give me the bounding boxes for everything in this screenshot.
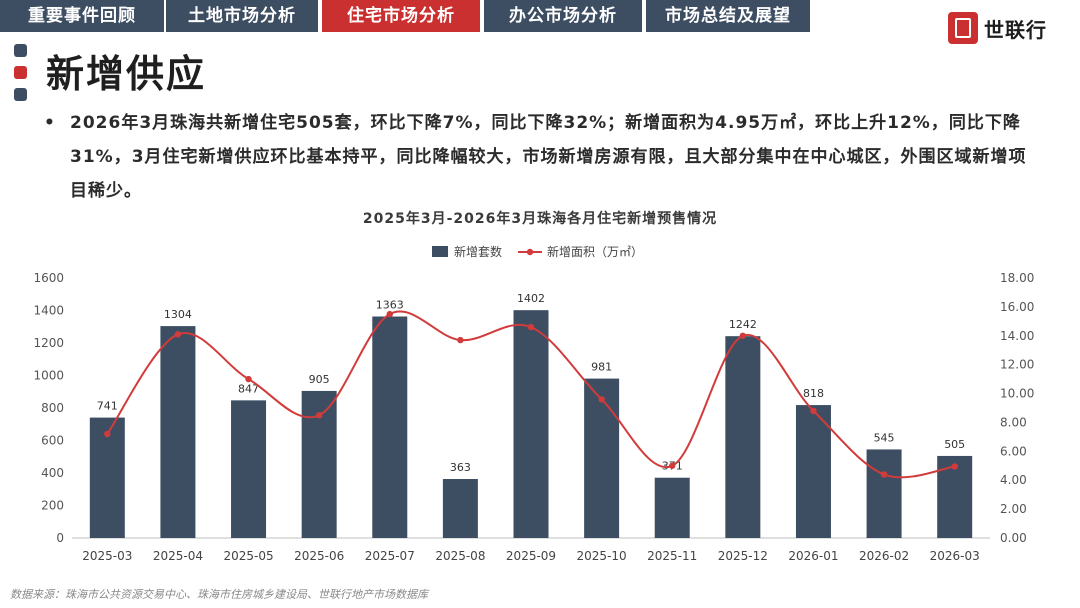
bar-value-label: 1304 (164, 308, 192, 321)
y-left-tick-label: 800 (41, 401, 64, 415)
line-point (527, 323, 535, 331)
brand-logo: 世联行 (948, 10, 1047, 46)
y-right-tick-label: 8.00 (1000, 415, 1027, 429)
x-tick-label: 2025-06 (294, 549, 344, 563)
bar (866, 449, 902, 538)
line-point (104, 430, 111, 438)
y-left-tick-label: 0 (56, 531, 64, 545)
x-tick-label: 2026-01 (788, 549, 838, 563)
bar-value-label: 905 (309, 373, 330, 386)
line-point (245, 375, 252, 383)
y-right-tick-label: 0.00 (1000, 531, 1027, 545)
tab-residential-market[interactable]: 住宅市场分析 (322, 0, 480, 32)
bar-value-label: 741 (97, 400, 118, 413)
page-title: 新增供应 (46, 52, 207, 96)
bar-value-label: 505 (944, 438, 965, 451)
bar-value-label: 981 (591, 361, 612, 374)
x-tick-label: 2025-10 (577, 549, 627, 563)
y-left-tick-label: 600 (41, 434, 64, 448)
bar (725, 336, 761, 538)
line-point (880, 471, 888, 478)
x-tick-label: 2026-03 (930, 549, 980, 563)
y-left-tick-label: 1000 (33, 369, 64, 383)
tab-events[interactable]: 重要事件回顾 (0, 0, 164, 32)
line-point (810, 407, 817, 415)
x-tick-label: 2025-04 (153, 549, 203, 563)
line-point (739, 332, 747, 339)
tab-land-market[interactable]: 土地市场分析 (166, 0, 318, 32)
line-point (951, 463, 958, 470)
y-right-tick-label: 6.00 (1000, 444, 1027, 458)
line-point (315, 412, 323, 419)
decor-square-icon (14, 66, 27, 79)
y-right-tick-label: 12.00 (1000, 358, 1034, 372)
legend-bar-label: 新增套数 (454, 244, 502, 259)
bar (513, 310, 549, 538)
tab-summary-outlook[interactable]: 市场总结及展望 (646, 0, 810, 32)
brand-name: 世联行 (984, 17, 1047, 42)
x-tick-label: 2025-11 (647, 549, 697, 563)
y-left-tick-label: 1200 (33, 336, 64, 350)
logo-icon (948, 12, 978, 44)
bar (231, 400, 267, 538)
tab-office-market[interactable]: 办公市场分析 (484, 0, 642, 32)
legend-line-marker (526, 248, 534, 256)
supply-chart: 0 200 400 600 800 1000 1200 1400 1600 0.00 2.00 4.0… (33, 244, 1034, 563)
x-tick-label: 2026-02 (859, 549, 909, 563)
bar-value-label: 847 (238, 382, 259, 395)
x-tick-label: 2025-08 (435, 549, 485, 563)
bar (584, 378, 620, 538)
bar (795, 405, 831, 538)
y-left-tick-label: 200 (41, 499, 64, 513)
bar (442, 479, 478, 538)
x-tick-label: 2025-12 (718, 549, 768, 563)
x-tick-label: 2025-03 (82, 549, 132, 563)
x-tick-label: 2025-05 (223, 549, 273, 563)
y-left-tick-label: 1400 (33, 304, 64, 318)
legend-bar-swatch (432, 246, 448, 257)
x-tick-label: 2025-09 (506, 549, 556, 563)
y-right-tick-label: 10.00 (1000, 387, 1034, 401)
bar (372, 316, 408, 538)
bar (89, 417, 125, 538)
line-point (457, 336, 464, 344)
bar (654, 477, 690, 538)
bar-value-label: 363 (450, 461, 471, 474)
chart-title: 2025年3月-2026年3月珠海各月住宅新增预售情况 (362, 211, 718, 227)
source-note: 数据来源：珠海市公共资源交易中心、珠海市住房城乡建设局、世联行地产市场数据库 (10, 588, 428, 601)
summary-text: 2026年3月珠海共新增住宅505套，环比下降7%，同比下降32%；新增面积为4… (70, 113, 1027, 201)
top-navigation: 重要事件回顾 土地市场分析 住宅市场分析 办公市场分析 市场总结及展望 (0, 0, 1080, 34)
y-right-tick-label: 14.00 (1000, 329, 1034, 343)
line-point (669, 462, 676, 469)
line-point (174, 331, 182, 338)
y-right-tick-label: 18.00 (1000, 271, 1034, 285)
bar-value-label: 1363 (376, 299, 404, 312)
bar (160, 326, 196, 538)
legend-line-label: 新增面积（万㎡） (547, 244, 643, 259)
decor-square-icon (14, 44, 27, 57)
decor-square-icon (14, 88, 27, 101)
x-tick-label: 2025-07 (365, 549, 415, 563)
bullet-icon: • (44, 113, 55, 133)
y-right-tick-label: 2.00 (1000, 502, 1027, 516)
bar-value-label: 545 (874, 431, 895, 444)
y-right-tick-label: 16.00 (1000, 300, 1034, 314)
y-right-tick-label: 4.00 (1000, 473, 1027, 487)
line-point (598, 396, 605, 403)
bar-value-label: 818 (803, 387, 824, 400)
line-point (386, 310, 393, 318)
bar-value-label: 1242 (729, 318, 757, 331)
bar-value-label: 1402 (517, 292, 545, 305)
y-left-tick-label: 400 (41, 466, 64, 480)
y-left-tick-label: 1600 (33, 271, 64, 285)
summary-paragraph: • 2026年3月珠海共新增住宅505套，环比下降7%，同比下降32%；新增面积… (44, 106, 1044, 208)
title-decoration (14, 44, 27, 110)
